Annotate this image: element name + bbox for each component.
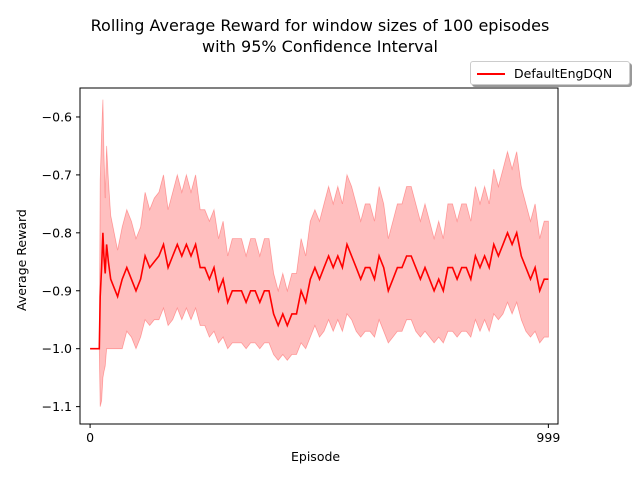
y-tick-label: −0.8 [42, 225, 72, 240]
x-axis-label: Episode [291, 449, 341, 464]
y-axis-label: Average Reward [14, 209, 29, 311]
series-line-defaultengdqn [90, 229, 549, 350]
confidence-band [90, 99, 549, 407]
chart-title-line1: Rolling Average Reward for window sizes … [90, 16, 550, 35]
legend-label-defaultengdqn: DefaultEngDQN [514, 66, 613, 81]
x-tick-label: 0 [86, 430, 94, 445]
x-tick-label: 999 [536, 430, 560, 445]
y-tick-label: −1.0 [42, 341, 72, 356]
y-tick-label: −0.6 [42, 109, 72, 124]
plot-frame [79, 87, 559, 425]
legend: DefaultEngDQN [470, 61, 630, 85]
y-tick-label: −0.9 [42, 283, 72, 298]
legend-swatch-defaultengdqn [477, 73, 505, 75]
y-tick-label: −1.1 [42, 399, 72, 414]
chart-title-line2: with 95% Confidence Interval [202, 37, 438, 56]
y-tick-label: −0.7 [42, 167, 72, 182]
